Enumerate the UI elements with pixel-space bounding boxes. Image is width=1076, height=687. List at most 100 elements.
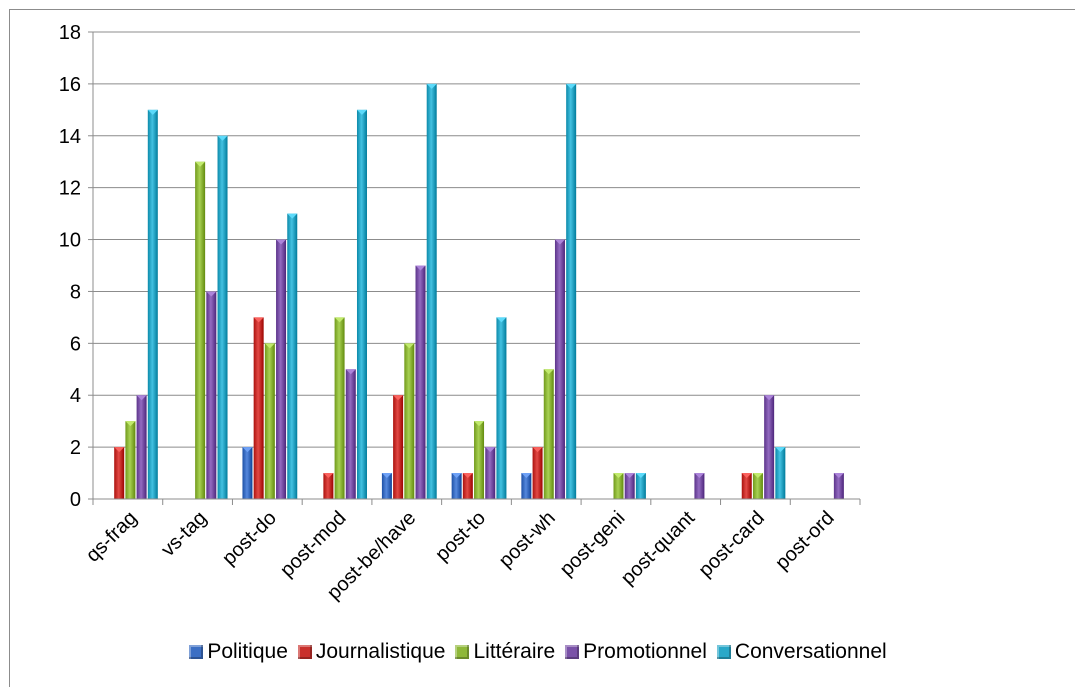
x-tick-labels: qs-frag vs-tag post-dopost-modpost-be/have… xyxy=(82,507,839,605)
bar xyxy=(624,473,635,499)
bar-cap xyxy=(752,473,763,479)
bar-cap xyxy=(833,473,844,479)
y-tick-label: 16 xyxy=(59,74,81,96)
bar-cap xyxy=(554,239,565,245)
bar xyxy=(566,83,577,499)
legend-swatch xyxy=(716,645,731,659)
bar-cap xyxy=(694,473,705,479)
bar xyxy=(613,473,624,499)
bar-cap xyxy=(613,473,624,479)
legend-label: Conversationnel xyxy=(734,640,887,663)
legend-item: Promotionnel xyxy=(565,640,707,664)
legend-item: Politique xyxy=(189,640,288,664)
bar-cap xyxy=(323,473,334,479)
bar-cap xyxy=(206,291,217,297)
bar-cap xyxy=(125,421,136,427)
bar xyxy=(217,135,228,499)
x-tick-label: vs-tag xyxy=(157,507,211,561)
bar xyxy=(694,473,705,499)
bar-cap xyxy=(404,343,415,349)
bar xyxy=(474,421,485,499)
bar xyxy=(195,161,206,499)
legend-label: Journalistique xyxy=(315,640,446,663)
x-tick-label: post-wh xyxy=(495,507,560,572)
bar xyxy=(741,473,752,499)
bar-cap xyxy=(253,317,264,323)
bar xyxy=(242,447,253,499)
bar xyxy=(833,473,844,499)
x-tick-label: post-to xyxy=(431,507,490,566)
bar-cap xyxy=(624,473,635,479)
bar xyxy=(521,473,532,499)
axes xyxy=(92,32,861,505)
bar-cap xyxy=(217,135,228,141)
y-tick-label: 2 xyxy=(70,437,81,459)
x-tick-label: post-card xyxy=(694,507,769,582)
bar xyxy=(635,473,646,499)
bar xyxy=(125,421,136,499)
bar-cap xyxy=(356,109,367,115)
bar-cap xyxy=(496,317,507,323)
bar-cap xyxy=(566,83,577,89)
bar xyxy=(276,239,287,500)
legend: Politique Journalistique Littéraire Promoti… xyxy=(0,640,1076,664)
x-tick-label: qs-frag xyxy=(82,507,142,567)
y-tick-label: 10 xyxy=(59,230,81,252)
legend-label: Littéraire xyxy=(473,640,556,663)
bar xyxy=(404,343,415,499)
bar-cap xyxy=(521,473,532,479)
bar xyxy=(264,343,275,499)
bars xyxy=(114,83,844,500)
bar-cap xyxy=(264,343,275,349)
bar xyxy=(114,447,125,499)
bar xyxy=(451,473,462,499)
bar xyxy=(462,473,473,499)
y-tick-label: 14 xyxy=(59,126,81,148)
bar xyxy=(323,473,334,499)
bar xyxy=(345,369,356,499)
legend-swatch xyxy=(565,645,580,659)
bar-cap xyxy=(345,369,356,375)
bar xyxy=(543,369,554,499)
legend-swatch xyxy=(189,645,204,659)
bar-cap xyxy=(242,447,253,453)
x-tick-label: post-ord xyxy=(771,507,838,574)
bar-cap xyxy=(462,473,473,479)
bar-cap xyxy=(147,109,158,115)
bar-cap xyxy=(741,473,752,479)
bar-cap xyxy=(764,395,775,401)
bar xyxy=(752,473,763,499)
y-tick-label: 8 xyxy=(70,281,81,303)
bar-cap xyxy=(334,317,345,323)
y-tick-labels: 0 2 4 6 8 10 12 14 16 18 xyxy=(59,22,81,511)
y-tick-label: 18 xyxy=(59,22,81,44)
bar xyxy=(136,395,147,499)
bar-cap xyxy=(415,265,426,271)
bar xyxy=(381,473,392,499)
y-tick-label: 0 xyxy=(70,489,81,511)
x-tick-label: post-mod xyxy=(276,507,351,582)
y-tick-label: 12 xyxy=(59,178,81,200)
legend-label: Politique xyxy=(207,640,288,663)
chart-frame xyxy=(9,9,1075,687)
bar-cap xyxy=(426,83,437,89)
bar xyxy=(554,239,565,500)
bar-cap xyxy=(393,395,404,401)
legend-swatch xyxy=(455,645,470,659)
bar-cap xyxy=(485,447,496,453)
bar xyxy=(496,317,507,499)
bar xyxy=(334,317,345,499)
bar-cap xyxy=(474,421,485,427)
bar xyxy=(206,291,217,499)
bar-cap xyxy=(195,161,206,167)
bar xyxy=(253,317,264,499)
bar xyxy=(764,395,775,499)
legend-swatch xyxy=(297,645,312,659)
bar-cap xyxy=(543,369,554,375)
bar xyxy=(287,213,298,499)
bar-cap xyxy=(287,213,298,219)
legend-item: Littéraire xyxy=(455,640,555,664)
y-tick-label: 6 xyxy=(70,333,81,355)
bar-cap xyxy=(635,473,646,479)
